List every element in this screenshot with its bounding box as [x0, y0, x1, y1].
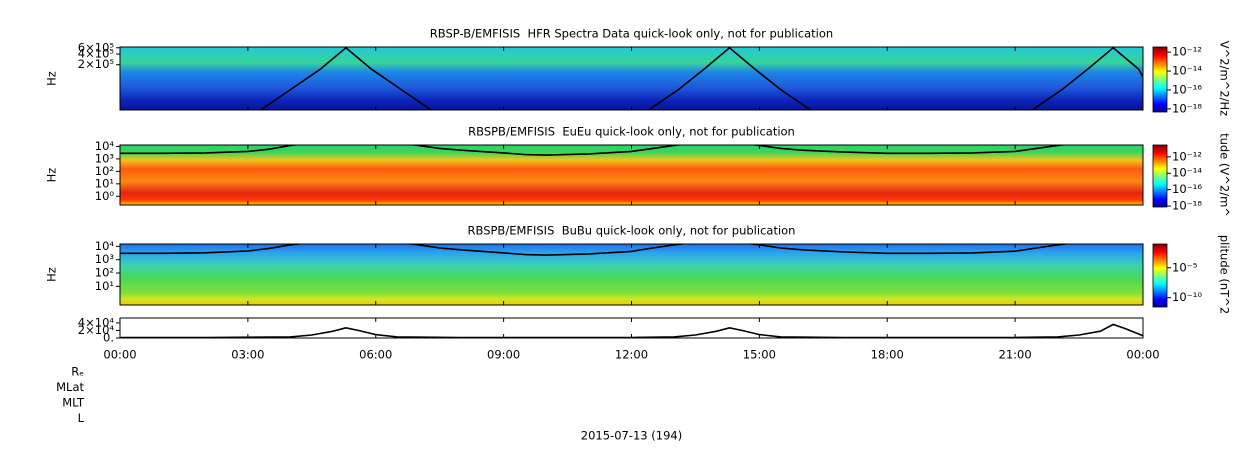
panel-title: RBSPB/EMFISIS EuEu quick-look only, not …	[468, 125, 795, 139]
y-axis-label: Hz	[45, 168, 59, 183]
panel-title: RBSP-B/EMFISIS HFR Spectra Data quick-lo…	[430, 27, 833, 41]
data-line	[260, 47, 1143, 110]
data-line	[120, 323, 1143, 338]
x-tick-label: 00:00	[1126, 348, 1159, 362]
colorbar-label: tude (V^2/m^	[1218, 133, 1232, 217]
x-tick-label: 09:00	[487, 348, 520, 362]
data-line	[120, 244, 1073, 256]
spectrogram-image	[120, 145, 1143, 205]
y-tick-label: 10¹	[95, 279, 114, 293]
x-tick-label: 12:00	[615, 348, 648, 362]
spectrogram-image	[120, 47, 1143, 110]
colorbar	[1152, 144, 1168, 208]
x-tick-label: 00:00	[103, 348, 136, 362]
y-tick-label: 4×10⁵	[78, 47, 115, 61]
y-axis-label: Hz	[45, 267, 59, 282]
y-tick-label: 10¹	[95, 176, 114, 190]
y-tick-label: 10³	[95, 151, 115, 165]
y-tick-label: 10²	[95, 266, 114, 280]
colorbar-tick-label: 10⁻¹²	[1172, 149, 1202, 163]
y-tick-label: 10²	[95, 164, 114, 178]
y-tick-label: 10⁰	[95, 189, 115, 203]
y-axis-label: Hz	[45, 71, 59, 86]
y-tick-label: 10⁴	[95, 139, 115, 153]
colorbar-tick-label: 10⁻⁵	[1172, 260, 1198, 274]
panel-title: RBSPB/EMFISIS BuBu quick-look only, not …	[468, 224, 796, 238]
panel-frame	[119, 46, 1144, 111]
y-tick-label: 6×10⁵	[78, 40, 115, 54]
colorbar-tick-label: 10⁻¹⁸	[1172, 101, 1202, 115]
ephemeris-label: Rₑ	[71, 365, 84, 379]
panel-frame	[119, 243, 1144, 306]
colorbar-label: plitude (nT^2	[1218, 235, 1232, 314]
y-tick-label: 0.	[103, 331, 114, 345]
colorbar-tick-label: 10⁻¹⁶	[1172, 182, 1202, 196]
colorbar-tick-label: 10⁻¹⁴	[1172, 64, 1202, 78]
spectrogram-image	[120, 244, 1143, 305]
panel-frame	[119, 317, 1144, 339]
ephemeris-label: L	[78, 411, 85, 425]
ephemeris-label: MLT	[62, 396, 85, 410]
y-tick-label: 2×10⁴	[78, 323, 115, 337]
y-tick-label: 10³	[95, 252, 115, 266]
colorbar-tick-label: 10⁻¹²	[1172, 45, 1202, 59]
y-tick-label: 10⁴	[95, 239, 115, 253]
colorbar-tick-label: 10⁻¹⁰	[1172, 290, 1202, 304]
colorbar-label: V^2/m^2/Hz	[1218, 41, 1232, 116]
colorbar	[1152, 46, 1168, 113]
x-tick-label: 15:00	[743, 348, 776, 362]
x-tick-label: 03:00	[231, 348, 264, 362]
x-tick-label: 06:00	[359, 348, 392, 362]
colorbar-tick-label: 10⁻¹⁴	[1172, 166, 1202, 180]
colorbar-tick-label: 10⁻¹⁶	[1172, 82, 1202, 96]
y-tick-label: 4×10⁴	[78, 315, 115, 329]
y-tick-label: 2×10⁵	[78, 57, 115, 71]
colorbar	[1152, 243, 1168, 308]
x-axis-label: 2015-07-13 (194)	[581, 429, 682, 443]
panel-frame	[119, 144, 1144, 206]
x-tick-label: 18:00	[871, 348, 904, 362]
x-tick-label: 21:00	[999, 348, 1032, 362]
colorbar-tick-label: 10⁻¹⁸	[1172, 199, 1202, 213]
ephemeris-label: MLat	[56, 380, 84, 394]
